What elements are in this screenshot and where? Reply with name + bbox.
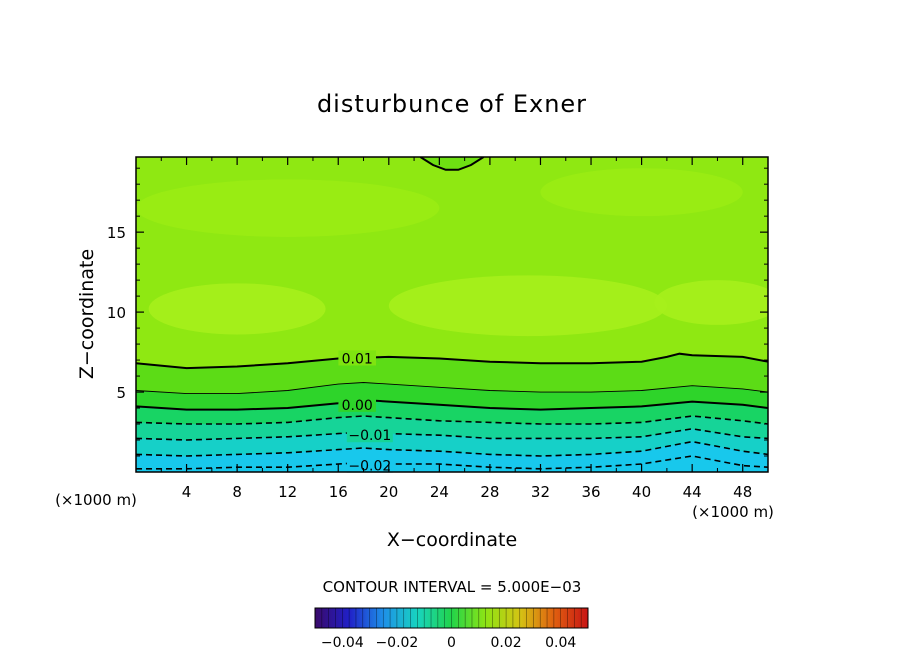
contour-label-bg-3 bbox=[346, 457, 393, 473]
contour-labels: 0.01 0.00 −0.01 −0.02 bbox=[338, 350, 393, 475]
y-tick-label-0: 5 bbox=[116, 384, 126, 402]
x-axis-label: X−coordinate bbox=[387, 529, 517, 551]
x-tick-label-4: 20 bbox=[379, 483, 398, 501]
contour-label-0: 0.01 bbox=[342, 351, 373, 367]
colorbar-tick-label-1: −0.02 bbox=[375, 635, 418, 651]
contour-line-5 bbox=[136, 440, 768, 457]
fill-band bbox=[136, 441, 768, 472]
x-tick-label-10: 44 bbox=[683, 483, 702, 501]
contour-label-3: −0.02 bbox=[348, 459, 391, 475]
contour-line-1 bbox=[136, 382, 768, 395]
contour-label-bg-0 bbox=[338, 350, 376, 366]
colorbar: −0.04 −0.02 0 0.02 0.04 bbox=[314, 607, 589, 651]
colorbar-tick-label-4: 0.04 bbox=[545, 635, 576, 651]
colorbar-tick-label-0: −0.04 bbox=[321, 635, 364, 651]
colorbar-tick-label-2: 0 bbox=[447, 635, 456, 651]
x-tick-label-6: 28 bbox=[480, 483, 499, 501]
x-tick-label-1: 8 bbox=[232, 483, 242, 501]
contour-label-1: 0.00 bbox=[342, 398, 373, 414]
fill-patch-0 bbox=[148, 283, 326, 335]
colorbar-frame bbox=[314, 607, 589, 629]
x-tick-label-7: 32 bbox=[531, 483, 550, 501]
y-tick-label-2: 15 bbox=[107, 224, 126, 242]
fill-patch-2 bbox=[654, 280, 768, 325]
contour-lines bbox=[136, 157, 768, 470]
y-axis-ticks: 5 10 15 bbox=[107, 167, 768, 457]
fill-cap bbox=[420, 157, 484, 170]
x-unit-left: (×1000 m) bbox=[55, 491, 137, 509]
y-axis-label: Z−coordinate bbox=[76, 249, 98, 379]
fill-patch-3 bbox=[136, 179, 440, 237]
x-tick-label-0: 4 bbox=[182, 483, 192, 501]
fill-patch-4 bbox=[540, 168, 743, 217]
contour-interval-label: CONTOUR INTERVAL = 5.000E−03 bbox=[323, 578, 582, 596]
x-tick-label-3: 16 bbox=[329, 483, 348, 501]
contour-label-bg-2 bbox=[346, 427, 393, 443]
contour-line-7 bbox=[419, 157, 485, 171]
x-axis-ticks: 4 8 12 16 20 24 28 32 36 40 44 48 bbox=[160, 157, 752, 501]
contour-label-bg-1 bbox=[338, 396, 376, 412]
x-tick-label-2: 12 bbox=[278, 483, 297, 501]
fill-patch-1 bbox=[388, 275, 667, 337]
chart-title: disturbunce of Exner bbox=[317, 90, 587, 118]
colorbar-tick-label-3: 0.02 bbox=[491, 635, 522, 651]
contour-line-2 bbox=[136, 398, 768, 411]
contour-label-2: −0.01 bbox=[348, 428, 391, 444]
contour-line-0 bbox=[136, 352, 768, 370]
fill-band bbox=[136, 456, 768, 472]
y-tick-label-1: 10 bbox=[107, 304, 126, 322]
contour-line-3 bbox=[136, 415, 768, 425]
x-tick-label-5: 24 bbox=[430, 483, 449, 501]
x-tick-label-11: 48 bbox=[733, 483, 752, 501]
x-unit-right: (×1000 m) bbox=[692, 503, 774, 521]
contour-line-4 bbox=[136, 427, 768, 441]
plot-frame bbox=[135, 156, 769, 473]
filled-contours bbox=[136, 157, 768, 472]
x-tick-label-8: 36 bbox=[581, 483, 600, 501]
x-tick-label-9: 40 bbox=[632, 483, 651, 501]
